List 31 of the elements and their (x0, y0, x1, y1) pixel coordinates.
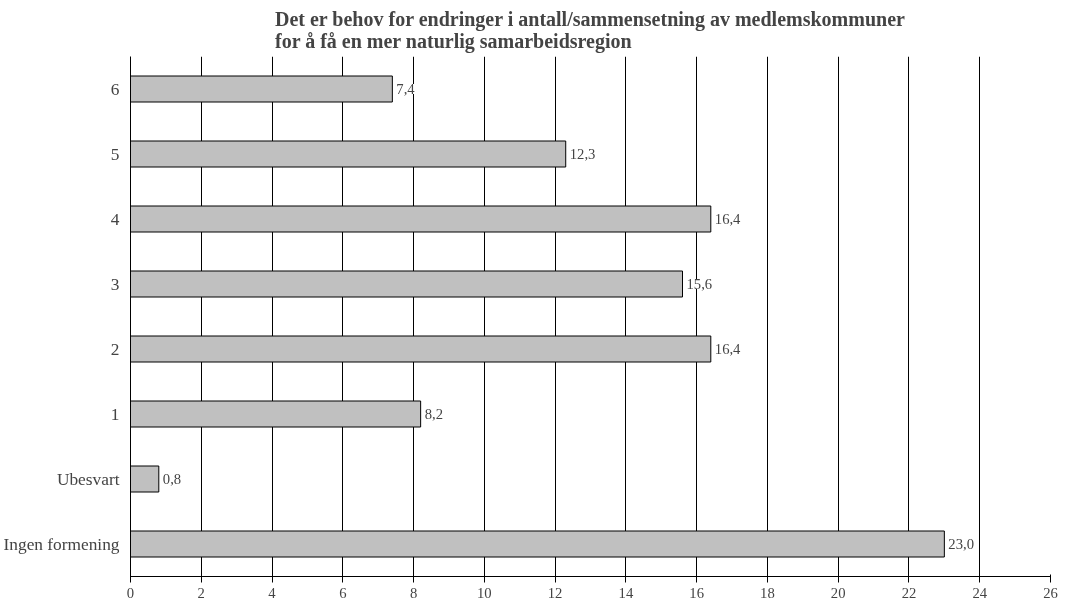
data-label: 16,4 (714, 211, 742, 227)
data-label: 15,6 (686, 276, 713, 292)
y-tick-label: 6 (110, 79, 120, 99)
data-label: 12,3 (569, 146, 596, 162)
y-tick-label: 3 (110, 274, 120, 294)
x-tick-label: 6 (339, 584, 347, 601)
x-tick-label: 18 (760, 584, 775, 601)
data-label: 0,8 (162, 471, 182, 487)
x-tick-label: 16 (689, 584, 704, 601)
x-tick-label: 0 (126, 584, 135, 601)
y-tick-label: 5 (110, 144, 120, 164)
data-label: 7,4 (396, 81, 416, 97)
chart-title: Det er behov for endringer i antall/sammensetning av medlemskommuner for å få en mer naturlig samarbeidsregion (274, 7, 906, 53)
y-tick-label: Ingen formening (3, 534, 120, 554)
data-label: 16,4 (714, 341, 742, 357)
x-tick-label: 2 (197, 584, 205, 601)
x-tick-label: 26 (1043, 584, 1058, 601)
x-tick-label: 4 (268, 584, 277, 601)
y-tick-label: 2 (110, 339, 120, 359)
data-label: 8,2 (424, 406, 443, 422)
x-tick-label: 8 (409, 584, 418, 601)
data-label: 23,0 (948, 536, 974, 552)
x-tick-label: 10 (477, 584, 492, 601)
x-tick-label: 12 (547, 584, 563, 601)
x-tick-label: 20 (830, 584, 846, 601)
x-tick-label: 22 (901, 584, 917, 601)
y-tick-label: 4 (110, 209, 120, 229)
x-tick-label: 14 (618, 584, 634, 601)
x-tick-label: 24 (972, 584, 988, 601)
y-tick-label: Ubesvart (56, 469, 120, 489)
y-tick-label: 1 (110, 404, 120, 424)
